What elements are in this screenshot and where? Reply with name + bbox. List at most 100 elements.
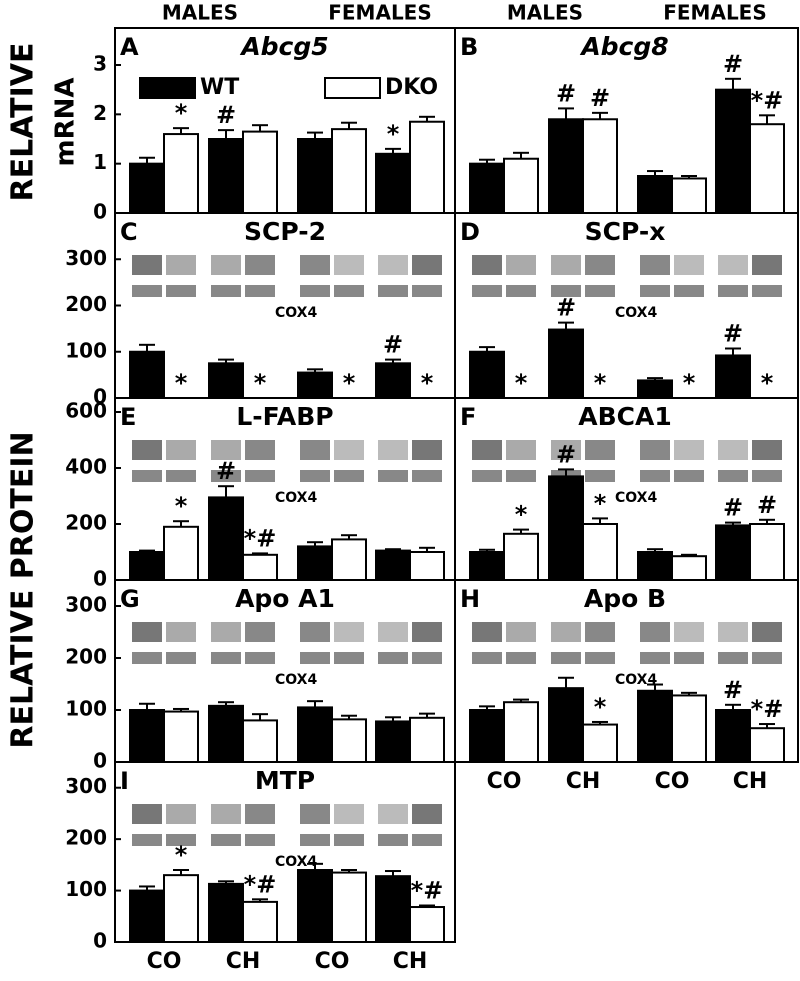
- blot-band: [752, 470, 782, 482]
- column-header: MALES: [162, 1, 238, 25]
- significance-mark: *: [594, 693, 607, 721]
- blot-band: [132, 834, 162, 846]
- significance-mark: *: [175, 841, 188, 869]
- bar: [409, 906, 445, 943]
- y-tick-label: 200: [65, 292, 107, 316]
- significance-mark: *: [421, 369, 434, 397]
- blot-band: [245, 470, 275, 482]
- blot-band: [674, 622, 704, 642]
- panel-title: Apo A1: [235, 584, 335, 613]
- blot-band: [472, 622, 502, 642]
- blot-label: COX4: [275, 672, 317, 688]
- significance-mark: *: [594, 369, 607, 397]
- bar: [208, 362, 244, 399]
- bar: [208, 496, 244, 581]
- significance-mark: #: [556, 294, 576, 322]
- blot-band: [378, 285, 408, 297]
- significance-mark: *#: [244, 870, 277, 898]
- bar: [208, 704, 244, 764]
- blot-label: COX4: [615, 490, 657, 506]
- significance-mark: #: [590, 84, 610, 112]
- blot-band: [300, 622, 330, 642]
- blot-band: [334, 622, 364, 642]
- blot-band: [640, 470, 670, 482]
- panel-title: SCP-x: [585, 217, 666, 246]
- blot-band: [674, 470, 704, 482]
- blot-band: [334, 440, 364, 460]
- significance-mark: #: [723, 676, 743, 704]
- significance-mark: *: [343, 369, 356, 397]
- bar: [469, 162, 505, 215]
- blot-band: [412, 440, 442, 460]
- bar: [715, 709, 751, 763]
- bar: [129, 162, 165, 215]
- y-tick-label: 1: [93, 150, 107, 174]
- bar: [503, 157, 539, 215]
- x-tick-label: CO: [655, 769, 690, 794]
- legend-swatch: [139, 77, 196, 99]
- blot-band: [752, 285, 782, 297]
- significance-mark: *#: [411, 876, 444, 904]
- blot-band: [300, 834, 330, 846]
- bar: [242, 719, 278, 764]
- blot-band: [245, 255, 275, 275]
- bar: [671, 694, 707, 763]
- blot-band: [718, 285, 748, 297]
- blot-band: [752, 255, 782, 275]
- significance-mark: *#: [244, 524, 277, 552]
- bar: [375, 362, 411, 399]
- blot-band: [640, 285, 670, 297]
- blot-band: [132, 652, 162, 664]
- blot-label: COX4: [615, 305, 657, 321]
- bar: [749, 123, 785, 214]
- panel-frame: [454, 579, 799, 763]
- blot-band: [472, 285, 502, 297]
- blot-band: [472, 470, 502, 482]
- column-header: MALES: [507, 1, 583, 25]
- blot-band: [166, 652, 196, 664]
- panel-letter: C: [120, 218, 138, 246]
- column-header: FEMALES: [328, 1, 432, 25]
- blot-band: [585, 622, 615, 642]
- bar: [129, 709, 165, 763]
- significance-mark: *: [254, 369, 267, 397]
- panel-letter: E: [120, 403, 136, 431]
- y-tick-label: 2: [93, 101, 107, 125]
- blot-band: [334, 652, 364, 664]
- x-tick-label: CH: [393, 949, 428, 974]
- blot-band: [211, 440, 241, 460]
- blot-band: [166, 834, 196, 846]
- bar: [637, 551, 673, 581]
- blot-band: [506, 255, 536, 275]
- blot-band: [211, 652, 241, 664]
- x-tick-label: CO: [147, 949, 182, 974]
- bar: [715, 354, 751, 400]
- bar: [715, 88, 751, 214]
- blot-band: [718, 470, 748, 482]
- significance-mark: #: [383, 331, 403, 359]
- significance-mark: *: [175, 369, 188, 397]
- blot-band: [378, 804, 408, 824]
- bar: [208, 882, 244, 944]
- bar: [409, 120, 445, 214]
- bar: [375, 720, 411, 764]
- blot-band: [245, 652, 275, 664]
- bar: [637, 379, 673, 399]
- blot-band: [378, 470, 408, 482]
- significance-mark: *: [515, 501, 528, 529]
- bar: [715, 524, 751, 582]
- blot-band: [640, 255, 670, 275]
- panel-letter: F: [460, 403, 476, 431]
- significance-mark: #: [723, 320, 743, 348]
- panel-title: Apo B: [584, 584, 666, 613]
- bar: [129, 551, 165, 581]
- blot-band: [334, 834, 364, 846]
- blot-band: [245, 622, 275, 642]
- blot-band: [551, 652, 581, 664]
- blot-band: [378, 834, 408, 846]
- bar: [163, 710, 199, 763]
- blot-band: [718, 440, 748, 460]
- significance-mark: #: [556, 79, 576, 107]
- blot-band: [378, 440, 408, 460]
